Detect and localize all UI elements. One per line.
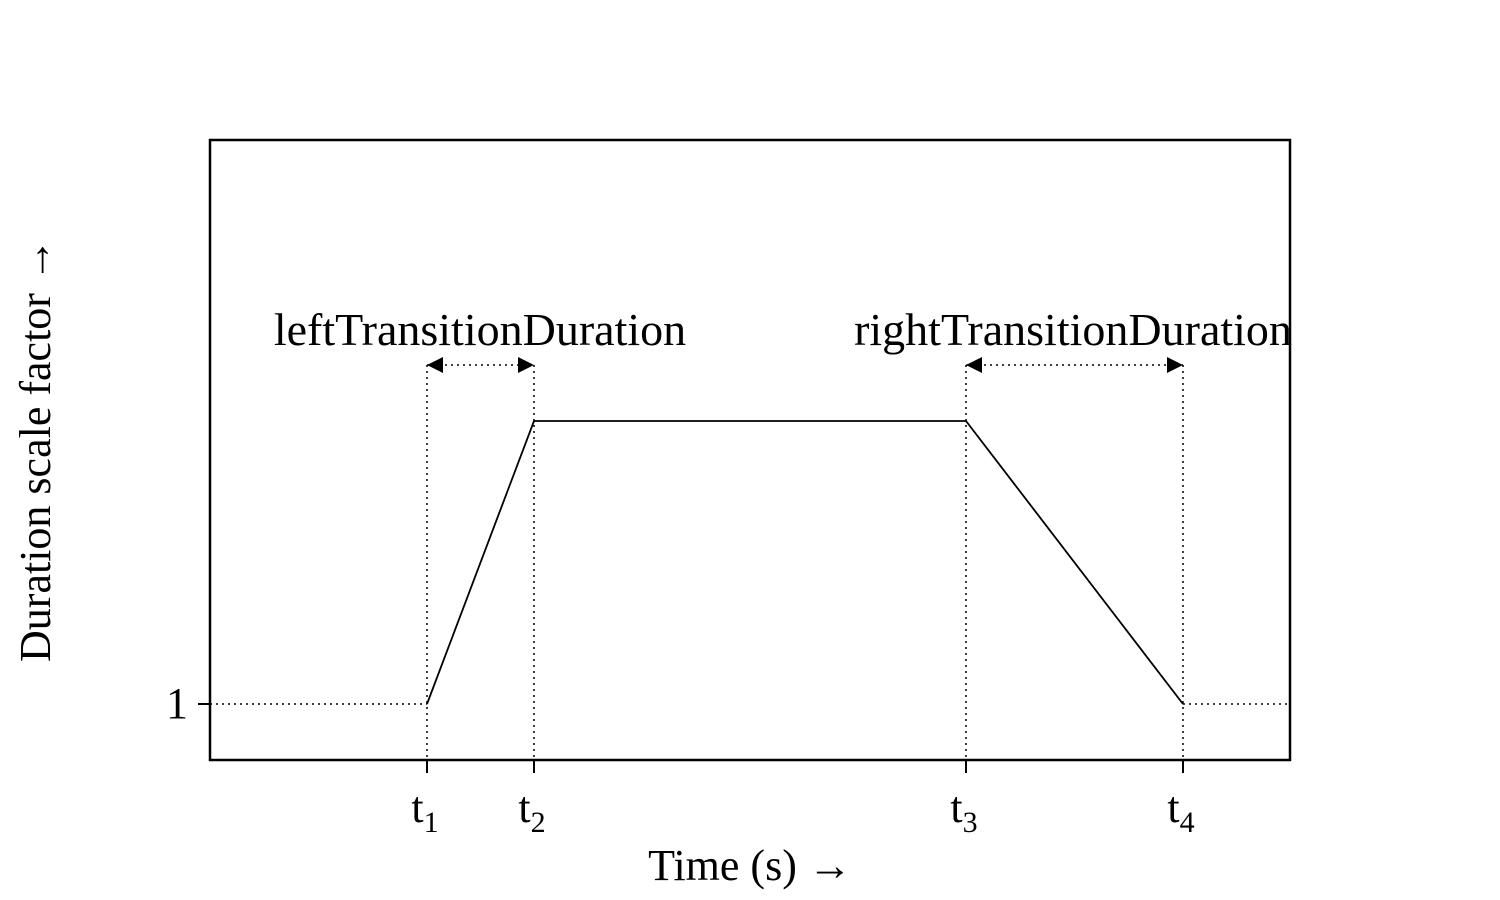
plot-frame xyxy=(208,138,1292,762)
x-tick-label-t3: t3 xyxy=(950,783,977,839)
x-axis-title: Time (s) → xyxy=(648,841,852,890)
x-tick-label-t1: t1 xyxy=(411,783,438,839)
scale-factor-curve xyxy=(426,420,1184,705)
y-tick-label: 1 xyxy=(166,679,188,728)
right-transition-label: rightTransitionDuration xyxy=(854,304,1292,355)
left-transition-label: leftTransitionDuration xyxy=(274,304,686,355)
y-axis-title: Duration scale factor → xyxy=(11,238,60,662)
x-tick-label-t2: t2 xyxy=(518,783,545,839)
x-tick-label-t4: t4 xyxy=(1167,783,1194,839)
